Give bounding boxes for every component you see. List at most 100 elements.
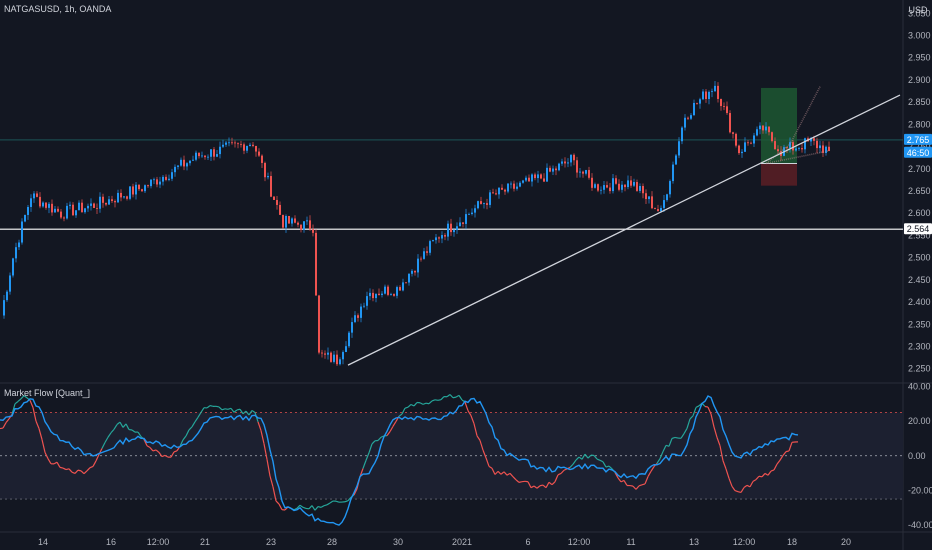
candle-body bbox=[570, 154, 572, 163]
fast-flow-segment bbox=[353, 488, 358, 496]
candle-body bbox=[213, 149, 215, 157]
fast-flow-segment bbox=[503, 471, 508, 476]
candle-body bbox=[663, 200, 665, 208]
candle-body bbox=[105, 202, 107, 205]
candle-body bbox=[222, 144, 224, 147]
fast-flow-segment bbox=[20, 395, 25, 400]
candle-body bbox=[552, 168, 554, 172]
candle-body bbox=[363, 305, 365, 307]
candle-body bbox=[402, 282, 404, 291]
candle-body bbox=[360, 306, 362, 318]
candle-body bbox=[6, 291, 8, 301]
candle-body bbox=[492, 192, 494, 194]
candle-body bbox=[330, 352, 332, 362]
fast-flow-segment bbox=[692, 407, 697, 417]
fast-flow-segment bbox=[413, 402, 418, 407]
price-tick-label: 3.000 bbox=[908, 31, 931, 41]
fast-flow-segment bbox=[188, 426, 193, 431]
candle-body bbox=[468, 214, 470, 215]
fast-flow-segment bbox=[320, 505, 325, 508]
candle-body bbox=[501, 187, 503, 190]
fast-flow-segment bbox=[293, 507, 298, 511]
fast-flow-segment bbox=[740, 487, 745, 493]
time-axis[interactable]: 14 16 12:00 21 23 28 30 2021 6 12:00 11 13 12:00 18 20 bbox=[38, 537, 851, 547]
candle-body bbox=[297, 222, 299, 225]
last-price-badge: 2.765 bbox=[907, 135, 930, 145]
long-position-tool[interactable] bbox=[761, 87, 797, 186]
fast-flow-segment bbox=[725, 468, 730, 479]
fast-flow-segment bbox=[542, 484, 547, 489]
fast-flow-segment bbox=[146, 445, 151, 449]
fast-flow-segment bbox=[368, 443, 373, 453]
candle-body bbox=[471, 212, 473, 215]
fast-flow-segment bbox=[89, 465, 94, 469]
candle-body bbox=[294, 218, 296, 223]
price-tick-label: 2.700 bbox=[908, 164, 931, 174]
fast-flow-segment bbox=[362, 460, 367, 469]
candle-body bbox=[264, 162, 266, 178]
fast-flow-segment bbox=[269, 475, 274, 488]
candle-body bbox=[594, 184, 596, 188]
fast-flow-segment bbox=[311, 505, 316, 511]
candle-body bbox=[684, 117, 686, 128]
candle-body bbox=[636, 182, 638, 191]
fast-flow-segment bbox=[428, 400, 433, 405]
price-tick-label: 2.550 bbox=[908, 230, 931, 240]
indicator-tick-label: -20.00 bbox=[908, 485, 932, 495]
candle-body bbox=[309, 220, 311, 230]
fast-flow-segment bbox=[206, 405, 211, 409]
candle-body bbox=[300, 224, 302, 230]
candle-body bbox=[54, 208, 56, 213]
trendline-layer[interactable] bbox=[347, 94, 901, 366]
candle-body bbox=[717, 85, 719, 99]
candle-body bbox=[723, 106, 725, 107]
time-tick-label: 20 bbox=[841, 537, 851, 547]
fast-flow-segment bbox=[539, 484, 544, 487]
indicator-legend[interactable]: Market Flow [Quant_] bbox=[4, 388, 91, 398]
fast-flow-segment bbox=[704, 405, 709, 408]
fast-flow-segment bbox=[548, 481, 553, 486]
price-axis[interactable]: 2.250 2.300 2.350 2.400 2.450 2.500 2.550 2.600… bbox=[908, 8, 931, 373]
symbol-legend[interactable]: NATGASUSD, 1h, OANDA bbox=[4, 4, 112, 14]
currency-label[interactable]: USD bbox=[908, 5, 928, 15]
time-tick-label: 12:00 bbox=[568, 537, 591, 547]
price-tick-label: 2.400 bbox=[908, 297, 931, 307]
price-tick-label: 2.250 bbox=[908, 364, 931, 374]
candle-body bbox=[234, 142, 236, 144]
candle-body bbox=[759, 125, 761, 130]
candle-body bbox=[261, 155, 263, 163]
fast-flow-segment bbox=[482, 449, 487, 459]
candle-body bbox=[126, 196, 128, 199]
fast-flow-segment bbox=[278, 503, 283, 510]
fast-flow-segment bbox=[38, 428, 43, 440]
candle-body bbox=[465, 214, 467, 224]
candle-body bbox=[750, 142, 752, 144]
fast-flow-segment bbox=[689, 415, 694, 420]
fast-flow-segment bbox=[617, 477, 622, 483]
candle-body bbox=[798, 148, 800, 149]
candle-body bbox=[648, 196, 650, 200]
fast-flow-segment bbox=[182, 435, 187, 441]
candle-body bbox=[336, 354, 338, 365]
fast-flow-segment bbox=[71, 471, 76, 474]
fast-flow-segment bbox=[275, 500, 280, 505]
candle-body bbox=[675, 155, 677, 165]
fast-flow-segment bbox=[608, 465, 613, 470]
candle-body bbox=[681, 127, 683, 142]
candle-body bbox=[504, 189, 506, 192]
fast-flow-segment bbox=[746, 484, 751, 488]
indicator-tick-label: 0.00 bbox=[908, 451, 926, 461]
fast-flow-segment bbox=[713, 426, 718, 438]
candle-body bbox=[339, 359, 341, 365]
fast-flow-segment bbox=[149, 447, 154, 452]
fast-flow-segment bbox=[74, 469, 79, 474]
fast-flow-segment bbox=[578, 456, 583, 460]
fast-flow-segment bbox=[737, 491, 742, 493]
price-tick-label: 2.850 bbox=[908, 97, 931, 107]
candle-body bbox=[354, 315, 356, 323]
candle-body bbox=[474, 208, 476, 213]
indicator-axis[interactable]: 40.00 20.00 0.00 -20.00 -40.00 bbox=[908, 381, 932, 530]
candle-body bbox=[39, 196, 41, 207]
indicator-lines bbox=[0, 394, 799, 526]
fast-flow-segment bbox=[101, 442, 106, 449]
